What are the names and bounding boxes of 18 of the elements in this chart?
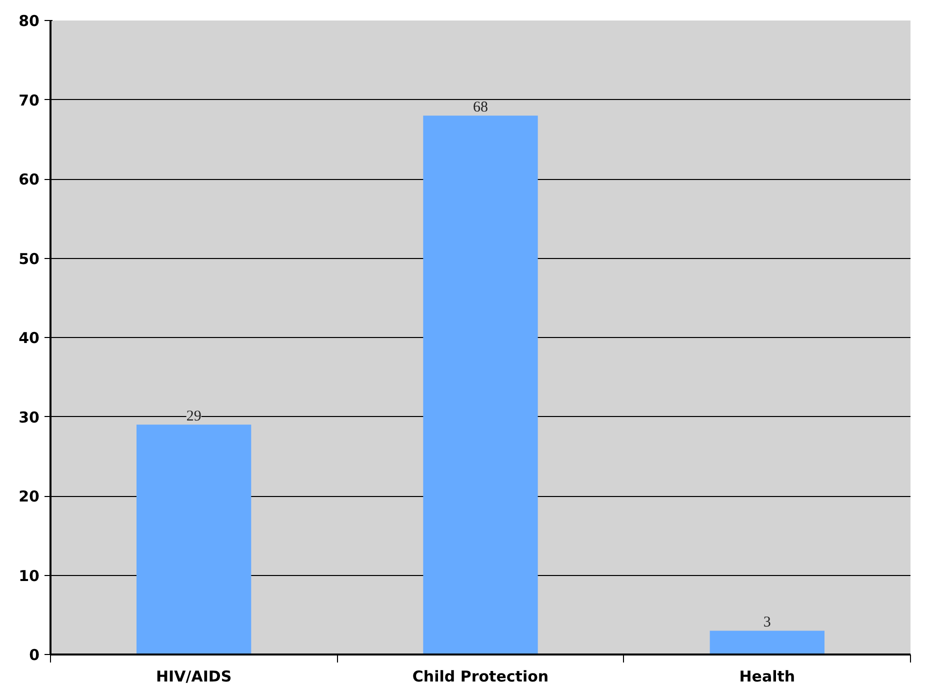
y-tick-label: 10 — [18, 566, 40, 585]
y-tick-label: 0 — [29, 646, 40, 664]
y-tick-label: 50 — [18, 250, 40, 268]
data-label: 3 — [763, 614, 771, 631]
data-label: 68 — [473, 100, 488, 116]
bar — [423, 116, 538, 654]
y-tick-label: 40 — [18, 329, 40, 347]
bar — [136, 424, 252, 654]
data-label: 29 — [186, 408, 202, 425]
y-tick-label: 80 — [18, 12, 40, 30]
x-tick-label: Health — [739, 668, 796, 686]
bar — [710, 630, 824, 654]
x-tick-label: Child Protection — [412, 668, 549, 686]
x-tick-label: HIV/AIDS — [156, 668, 232, 686]
y-tick-label: 60 — [18, 170, 40, 188]
y-tick-label: 20 — [18, 488, 40, 506]
y-tick-label: 30 — [18, 408, 40, 426]
y-tick-label: 70 — [18, 91, 40, 110]
